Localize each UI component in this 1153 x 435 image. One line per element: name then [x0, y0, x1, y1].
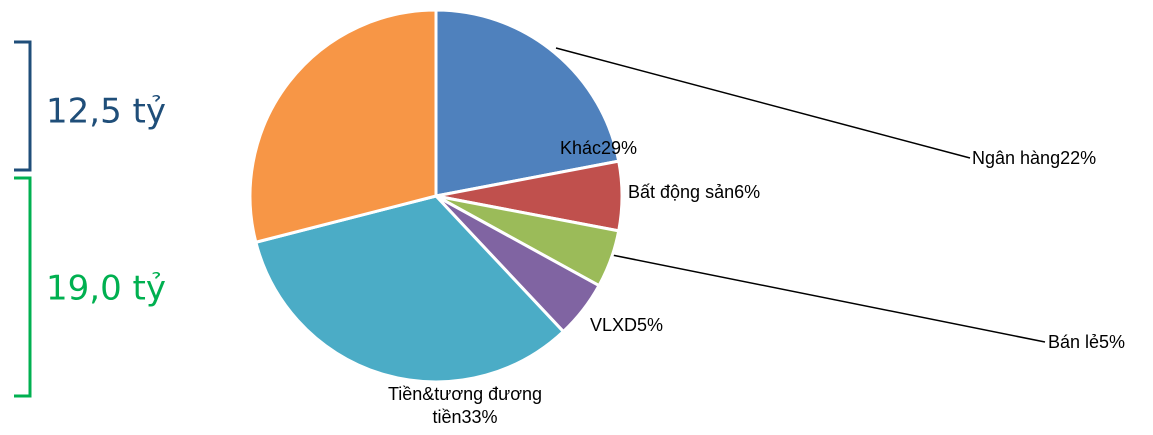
data-label: VLXD5%	[590, 314, 663, 337]
data-label: Bất động sản6%	[628, 181, 760, 204]
category-name: Khác	[560, 138, 602, 158]
category-name: Bất động sản	[628, 182, 735, 202]
value-label: 5%	[1099, 332, 1126, 352]
category-name: Bán lẻ	[1048, 332, 1100, 352]
category-name: Ngân hàng	[972, 148, 1061, 168]
bracket	[14, 176, 32, 398]
data-label: Khác29%	[560, 137, 637, 160]
leader-line	[555, 47, 971, 159]
data-label: Ngân hàng22%	[972, 147, 1096, 170]
value-label: 6%	[734, 182, 761, 202]
data-label: Tiền&tương đương tiền33%	[365, 383, 565, 429]
annotation: 12,5 tỷ	[46, 92, 166, 132]
value-label: 5%	[637, 315, 664, 335]
category-name: VLXD	[590, 315, 638, 335]
pie-slice	[434, 8, 621, 198]
value-label: 29%	[601, 138, 638, 158]
pie-slice	[248, 8, 438, 245]
leader-line	[611, 254, 1046, 343]
annotation: 19,0 tỷ	[46, 269, 166, 309]
data-label: Bán lẻ5%	[1048, 331, 1125, 354]
pie-slice	[254, 194, 566, 384]
category-name: Tiền&tương đương tiền	[387, 384, 543, 427]
value-label: 22%	[1060, 148, 1097, 168]
value-label: 33%	[461, 407, 498, 427]
bracket	[14, 40, 32, 172]
